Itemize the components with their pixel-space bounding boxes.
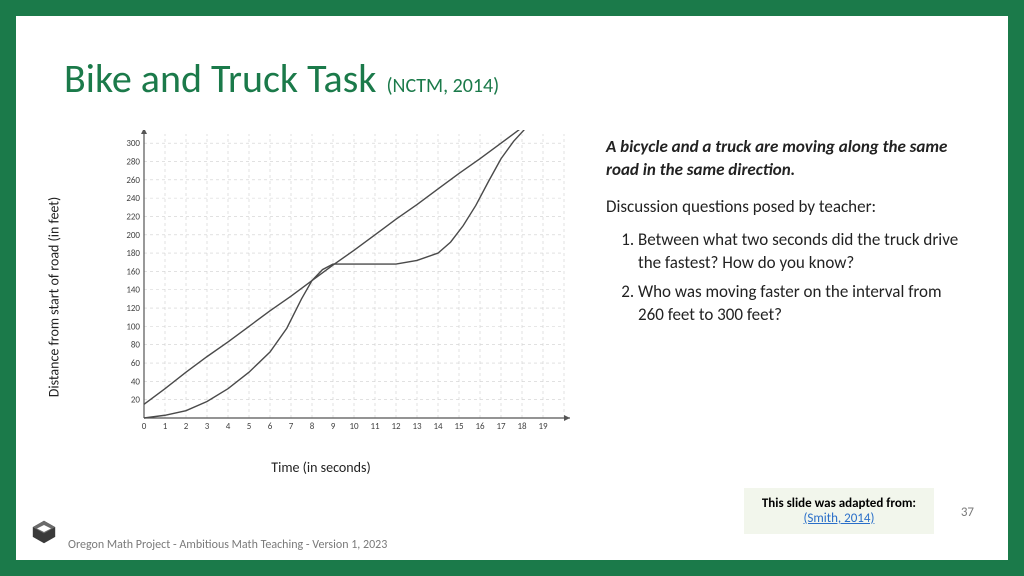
attribution-link[interactable]: (Smith, 2014) [762,511,916,526]
attribution-box: This slide was adapted from: (Smith, 201… [744,488,934,534]
svg-text:14: 14 [433,421,443,432]
svg-text:2: 2 [184,421,189,432]
slide-title-citation: (NCTM, 2014) [386,74,499,98]
slide-title: Bike and Truck Task [64,54,376,103]
footer-text: Oregon Math Project - Ambitious Math Tea… [68,538,387,552]
svg-text:240: 240 [126,193,140,204]
logo-icon [30,518,58,546]
svg-text:11: 11 [370,421,380,432]
svg-text:120: 120 [126,303,140,314]
svg-text:13: 13 [412,421,422,432]
svg-text:260: 260 [126,175,140,186]
svg-text:80: 80 [131,340,141,351]
chart-plot-area: 0123456789101112131415161718192040608010… [120,130,572,436]
content-pane: A bicycle and a truck are moving along t… [606,136,964,333]
svg-text:12: 12 [391,421,401,432]
svg-text:220: 220 [126,211,140,222]
svg-text:10: 10 [349,421,359,432]
svg-text:20: 20 [131,395,141,406]
title-row: Bike and Truck Task (NCTM, 2014) [64,54,499,103]
svg-text:19: 19 [538,421,548,432]
svg-text:0: 0 [142,421,147,432]
question-item: Who was moving faster on the interval fr… [638,281,964,327]
svg-text:18: 18 [517,421,527,432]
y-axis-label: Distance from start of road (in feet) [46,197,63,398]
intro-text: A bicycle and a truck are moving along t… [606,136,964,182]
svg-text:6: 6 [268,421,273,432]
svg-text:100: 100 [126,321,140,332]
svg-text:200: 200 [126,230,140,241]
page-number: 37 [961,505,974,520]
svg-text:17: 17 [496,421,506,432]
x-axis-label: Time (in seconds) [271,459,370,476]
svg-text:280: 280 [126,156,140,167]
svg-text:4: 4 [226,421,231,432]
svg-text:180: 180 [126,248,140,259]
chart-svg: 0123456789101112131415161718192040608010… [120,130,572,436]
svg-text:300: 300 [126,138,140,149]
svg-text:9: 9 [331,421,336,432]
svg-text:3: 3 [205,421,210,432]
attribution-line1: This slide was adapted from: [762,496,916,511]
svg-text:140: 140 [126,285,140,296]
chart: Distance from start of road (in feet) 01… [60,124,582,470]
svg-text:1: 1 [163,421,168,432]
svg-text:5: 5 [247,421,252,432]
svg-text:40: 40 [131,376,141,387]
svg-text:7: 7 [289,421,294,432]
svg-text:160: 160 [126,266,140,277]
slide: Bike and Truck Task (NCTM, 2014) Distanc… [16,16,1008,560]
question-item: Between what two seconds did the truck d… [638,229,964,275]
lead-text: Discussion questions posed by teacher: [606,196,964,219]
svg-text:8: 8 [310,421,315,432]
svg-text:60: 60 [131,358,141,369]
svg-text:15: 15 [454,421,464,432]
question-list: Between what two seconds did the truck d… [606,229,964,327]
svg-text:16: 16 [475,421,485,432]
